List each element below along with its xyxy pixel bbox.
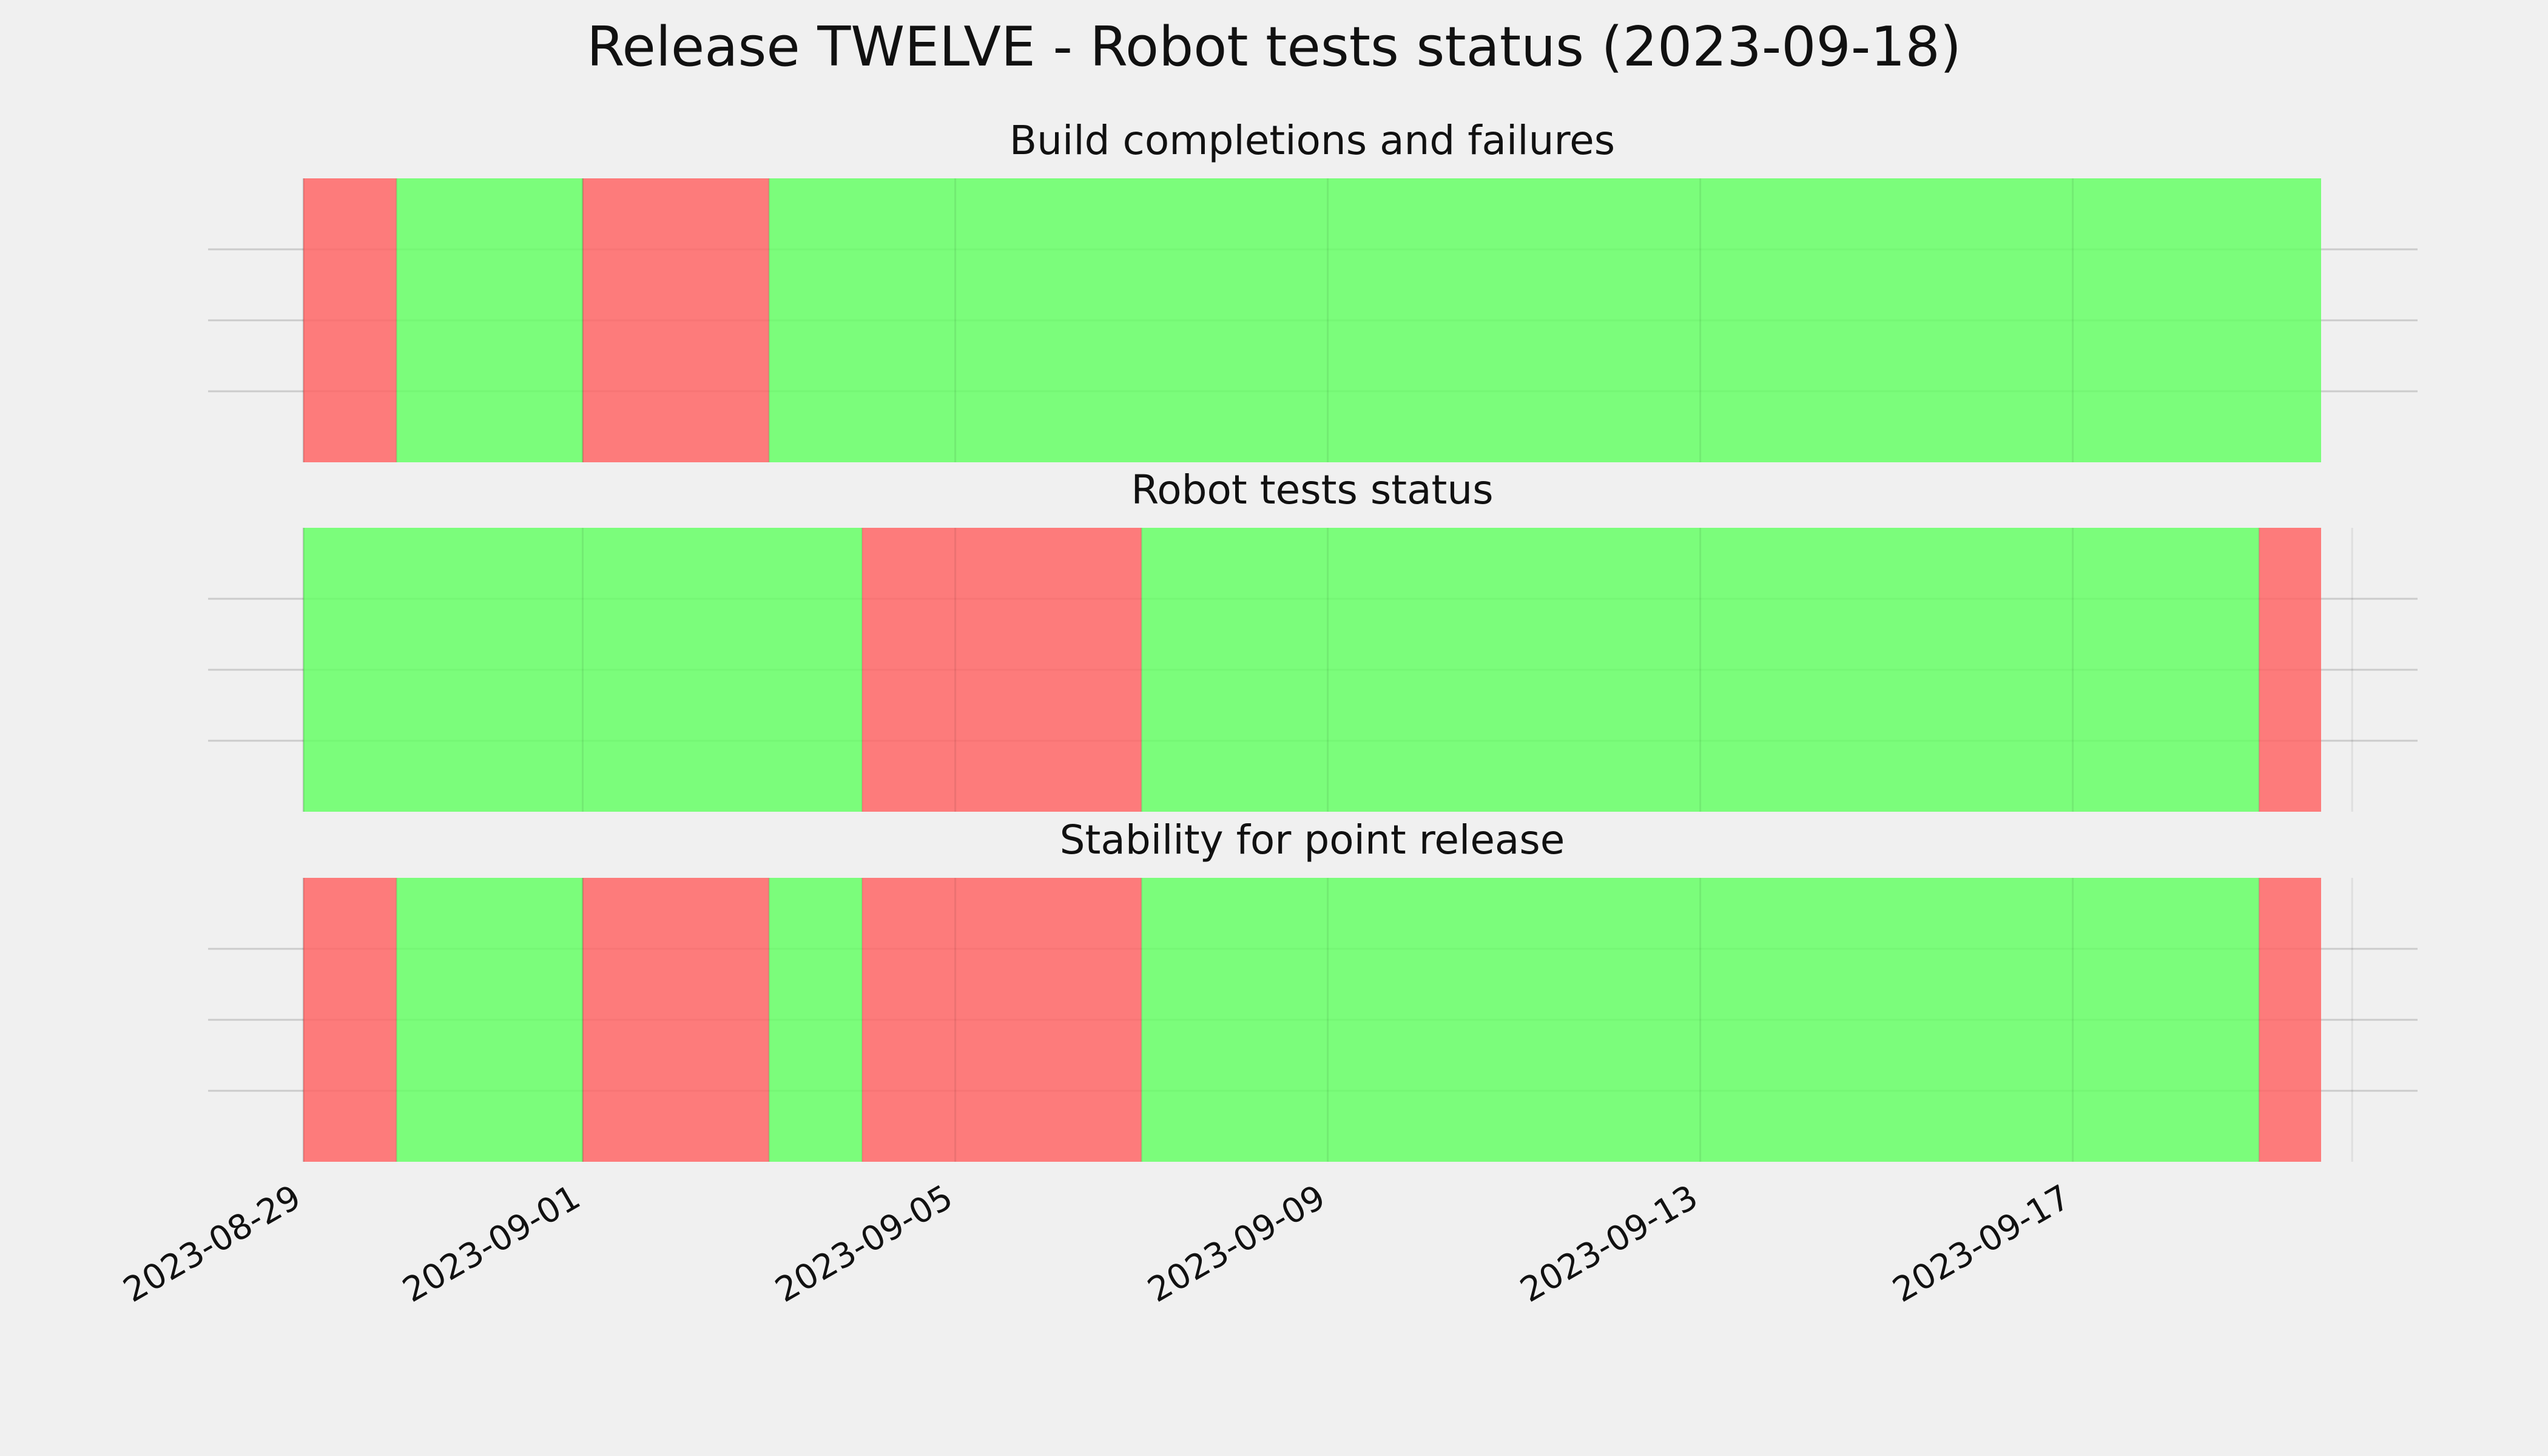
panel-2: Robot tests status xyxy=(208,467,2418,812)
status-segment-fail xyxy=(862,528,1142,812)
status-segment-pass xyxy=(396,178,583,462)
status-segment-fail xyxy=(862,878,1142,1162)
status-segment-pass xyxy=(1141,528,2259,812)
panel-1: Build completions and failures xyxy=(208,117,2418,462)
status-segment-fail xyxy=(582,878,769,1162)
status-segment-fail xyxy=(582,178,769,462)
status-segment-pass xyxy=(303,528,863,812)
status-segment-fail xyxy=(2259,878,2321,1162)
status-segment-pass xyxy=(769,878,863,1162)
status-segment-pass xyxy=(396,878,583,1162)
status-segment-fail xyxy=(303,878,397,1162)
panel-title: Robot tests status xyxy=(1131,467,1493,513)
panel-title: Stability for point release xyxy=(1060,817,1565,863)
status-segment-pass xyxy=(769,178,2321,462)
panels-group: Build completions and failures Robot test… xyxy=(208,117,2418,1162)
panel-3: Stability for point release xyxy=(208,817,2418,1162)
status-segment-fail xyxy=(303,178,397,462)
status-segment-fail xyxy=(2259,528,2321,812)
chart-title: Release TWELVE - Robot tests status (202… xyxy=(587,15,1961,79)
panel-title: Build completions and failures xyxy=(1009,117,1615,164)
status-segment-pass xyxy=(1141,878,2259,1162)
